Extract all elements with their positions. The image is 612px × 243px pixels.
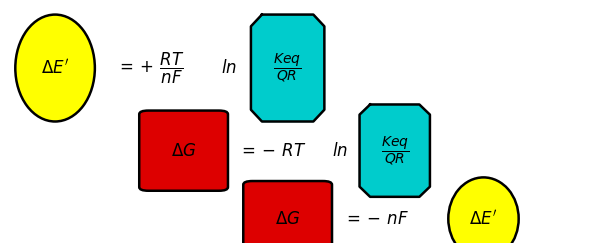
Text: $=+\,\dfrac{RT}{nF}$: $=+\,\dfrac{RT}{nF}$ [116, 51, 184, 86]
Text: $\Delta E'$: $\Delta E'$ [41, 59, 69, 78]
Text: $\Delta G$: $\Delta G$ [275, 210, 300, 228]
Text: $=-\,nF$: $=-\,nF$ [343, 210, 409, 228]
Text: $\mathit{ln}$: $\mathit{ln}$ [332, 142, 348, 160]
Ellipse shape [448, 177, 519, 243]
Text: $\dfrac{Keq}{QR}$: $\dfrac{Keq}{QR}$ [381, 134, 409, 167]
Polygon shape [251, 15, 324, 122]
Polygon shape [360, 104, 430, 197]
Text: $=-\,RT$: $=-\,RT$ [238, 142, 307, 160]
FancyBboxPatch shape [139, 111, 228, 191]
Text: $\Delta E'$: $\Delta E'$ [469, 209, 498, 228]
Text: $\mathit{ln}$: $\mathit{ln}$ [222, 59, 237, 77]
Text: $\dfrac{Keq}{QR}$: $\dfrac{Keq}{QR}$ [274, 52, 302, 84]
Text: $\Delta G$: $\Delta G$ [171, 142, 196, 160]
Ellipse shape [15, 15, 95, 122]
FancyBboxPatch shape [243, 181, 332, 243]
